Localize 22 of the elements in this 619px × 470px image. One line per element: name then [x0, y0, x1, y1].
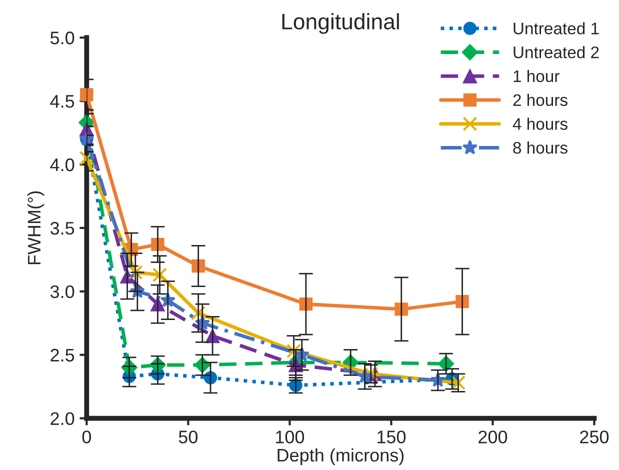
y-tick-label: 3.0: [50, 285, 74, 298]
y-tick-label: 2.5: [50, 348, 74, 362]
y-tick-label: 4.0: [50, 158, 74, 172]
legend-label: 1 hour: [514, 70, 560, 82]
legend-label: Untreated 1: [514, 22, 599, 34]
x-axis-title: Depth (microns): [278, 448, 404, 466]
legend-label: Untreated 2: [514, 46, 599, 58]
y-axis-title: FWHM(°): [27, 191, 44, 264]
legend-label: 8 hours: [513, 141, 568, 154]
y-tick-label: 5.0: [50, 32, 74, 44]
x-tick-label: 150: [378, 430, 406, 444]
y-tick-label: 2.0: [50, 412, 74, 426]
x-tick-label: 250: [580, 430, 609, 444]
x-tick-label: 200: [478, 430, 508, 444]
chart-title: Longitudinal: [282, 13, 399, 34]
legend-label: 4 hours: [512, 118, 568, 130]
y-tick-label: 4.5: [50, 95, 74, 108]
x-tick-label: 0: [82, 430, 91, 444]
x-tick-label: 50: [178, 430, 198, 444]
x-tick-label: 100: [276, 430, 304, 444]
y-tick-label: 3.5: [50, 222, 74, 235]
legend-label: 2 hours: [513, 94, 568, 106]
